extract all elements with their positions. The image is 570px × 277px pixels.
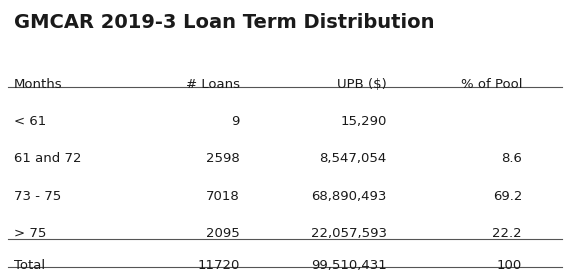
Text: 7018: 7018	[206, 190, 240, 203]
Text: % of Pool: % of Pool	[461, 78, 522, 91]
Text: 22.2: 22.2	[492, 227, 522, 240]
Text: 11720: 11720	[197, 259, 240, 272]
Text: > 75: > 75	[14, 227, 46, 240]
Text: 22,057,593: 22,057,593	[311, 227, 386, 240]
Text: 2598: 2598	[206, 152, 240, 165]
Text: Total: Total	[14, 259, 45, 272]
Text: < 61: < 61	[14, 115, 46, 128]
Text: GMCAR 2019-3 Loan Term Distribution: GMCAR 2019-3 Loan Term Distribution	[14, 14, 434, 32]
Text: 15,290: 15,290	[340, 115, 386, 128]
Text: 99,510,431: 99,510,431	[311, 259, 386, 272]
Text: Months: Months	[14, 78, 63, 91]
Text: 73 - 75: 73 - 75	[14, 190, 62, 203]
Text: 100: 100	[497, 259, 522, 272]
Text: UPB ($): UPB ($)	[337, 78, 386, 91]
Text: 9: 9	[231, 115, 240, 128]
Text: 8.6: 8.6	[501, 152, 522, 165]
Text: 2095: 2095	[206, 227, 240, 240]
Text: 69.2: 69.2	[492, 190, 522, 203]
Text: # Loans: # Loans	[186, 78, 240, 91]
Text: 61 and 72: 61 and 72	[14, 152, 82, 165]
Text: 68,890,493: 68,890,493	[311, 190, 386, 203]
Text: 8,547,054: 8,547,054	[319, 152, 386, 165]
